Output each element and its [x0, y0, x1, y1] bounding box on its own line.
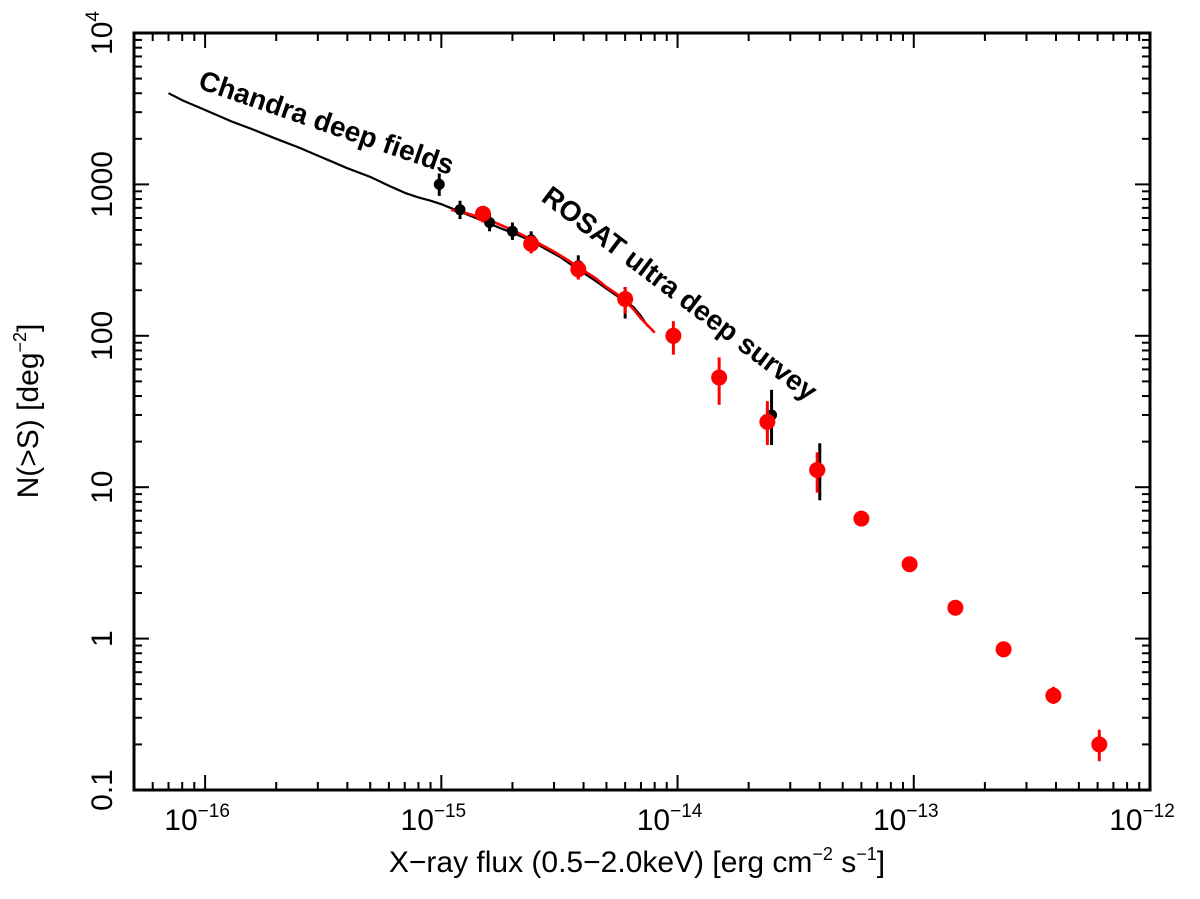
x-tick-label: 10−12: [1109, 801, 1175, 837]
x-tick-label: 10−13: [873, 801, 939, 837]
x-tick-labels: 10−16 10−15 10−14 10−13 10−12: [164, 801, 1174, 837]
y-axis-label: N(>S) [deg−2]: [10, 324, 45, 499]
rosat-data-point: [901, 556, 918, 573]
rosat-data-point: [570, 261, 587, 278]
rosat-data-point: [711, 369, 728, 386]
chandra-data-point: [454, 204, 466, 216]
data-series: [167, 92, 1108, 762]
y-tick-label: 104: [83, 11, 119, 55]
chandra-data-point: [433, 178, 445, 190]
rosat-data-point: [523, 235, 540, 252]
y-tick-labels: 0.1 1 10 100 1000 104: [83, 11, 119, 811]
rosat-data-point: [995, 641, 1012, 658]
rosat-data-point: [759, 413, 776, 430]
y-tick-label: 100: [86, 311, 119, 361]
y-tick-label: 1: [86, 630, 119, 647]
rosat-data-point: [665, 327, 682, 344]
plot-frame: [132, 31, 1152, 792]
y-tick-label: 1000: [86, 151, 119, 218]
chandra-data-point: [506, 225, 518, 237]
rosat-data-point: [947, 599, 964, 616]
x-axis-label: X−ray flux (0.5−2.0keV) [erg cm−2 s−1]: [389, 844, 885, 879]
x-tick-label: 10−14: [637, 801, 703, 837]
axis-ticks: [133, 32, 1150, 791]
y-tick-label: 10: [86, 471, 119, 504]
rosat-data-point: [809, 461, 826, 478]
annotation-rosat: ROSAT ultra deep survey: [536, 180, 823, 407]
rosat-data-point: [1091, 736, 1108, 753]
rosat-data-point: [853, 510, 870, 527]
y-tick-label: 0.1: [86, 769, 119, 811]
x-tick-label: 10−16: [164, 801, 230, 837]
rosat-data-point: [617, 291, 634, 308]
x-tick-label: 10−15: [401, 801, 467, 837]
rosat-data-point: [474, 205, 491, 222]
rosat-data-point: [1045, 687, 1062, 704]
